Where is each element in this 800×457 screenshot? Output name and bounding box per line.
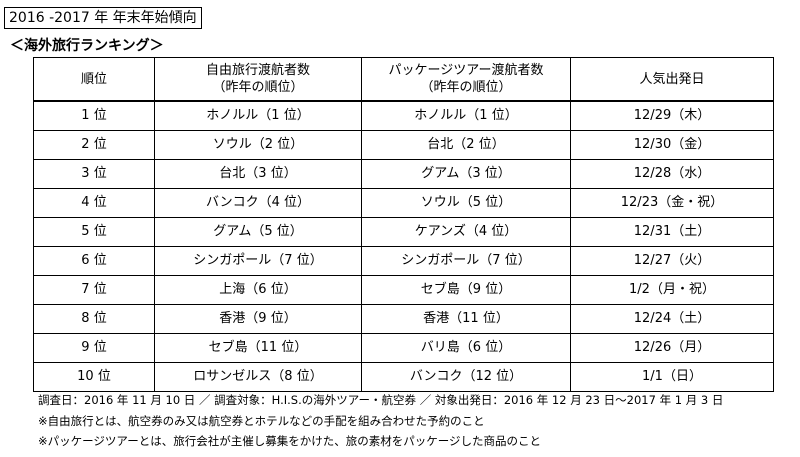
header-package-tour-line1: パッケージツアー渡航者数 xyxy=(388,63,544,78)
date-cell: 12/29（木） xyxy=(570,100,774,131)
header-free-travel-line1: 自由旅行渡航者数 xyxy=(205,63,310,78)
header-package-tour: パッケージツアー渡航者数 （昨年の順位） xyxy=(361,57,571,102)
free-travel-cell: シンガポール（7 位） xyxy=(154,246,362,276)
header-free-travel: 自由旅行渡航者数 （昨年の順位） xyxy=(154,57,362,102)
free-travel-cell: セブ島（11 位） xyxy=(154,333,362,363)
date-cell: 12/24（土） xyxy=(570,304,774,334)
rank-cell: 2 位 xyxy=(33,130,155,160)
date-cell: 1/1（日） xyxy=(570,362,774,392)
survey-info-note: 調査日：2016 年 11 月 10 日 ／ 調査対象：H.I.S.の海外ツアー… xyxy=(38,393,724,407)
document-title: 2016 -2017 年 年末年始傾向 xyxy=(4,7,202,29)
table-header-row: 順位 自由旅行渡航者数 （昨年の順位） パッケージツアー渡航者数 （昨年の順位）… xyxy=(33,57,774,102)
ranking-table: 順位 自由旅行渡航者数 （昨年の順位） パッケージツアー渡航者数 （昨年の順位）… xyxy=(33,57,774,392)
date-cell: 12/23（金・祝） xyxy=(570,188,774,218)
free-travel-cell: バンコク（4 位） xyxy=(154,188,362,218)
rank-cell: 1 位 xyxy=(33,100,155,131)
package-tour-cell: グアム（3 位） xyxy=(361,159,571,189)
rank-cell: 8 位 xyxy=(33,304,155,334)
date-cell: 12/31（土） xyxy=(570,217,774,247)
package-tour-cell: 台北（2 位） xyxy=(361,130,571,160)
table-row: 7 位 上海（6 位） セブ島（9 位） 1/2（月・祝） xyxy=(33,275,774,305)
rank-cell: 9 位 xyxy=(33,333,155,363)
rank-cell: 7 位 xyxy=(33,275,155,305)
date-cell: 12/30（金） xyxy=(570,130,774,160)
table-row: 8 位 香港（9 位） 香港（11 位） 12/24（土） xyxy=(33,304,774,334)
free-travel-cell: グアム（5 位） xyxy=(154,217,362,247)
rank-cell: 6 位 xyxy=(33,246,155,276)
package-tour-cell: ホノルル（1 位） xyxy=(361,100,571,131)
free-travel-definition-note: ※自由旅行とは、航空券のみ又は航空券とホテルなどの手配を組み合わせた予約のこと xyxy=(38,413,485,428)
rank-cell: 10 位 xyxy=(33,362,155,392)
package-tour-cell: バリ島（6 位） xyxy=(361,333,571,363)
date-cell: 12/26（月） xyxy=(570,333,774,363)
footnotes: 調査日：2016 年 11 月 10 日 ／ 調査対象：H.I.S.の海外ツアー… xyxy=(38,390,723,452)
section-subtitle: ＜海外旅行ランキング＞ xyxy=(10,38,164,54)
date-cell: 12/27（火） xyxy=(570,246,774,276)
table-row: 1 位 ホノルル（1 位） ホノルル（1 位） 12/29（木） xyxy=(33,100,774,131)
free-travel-cell: 台北（3 位） xyxy=(154,159,362,189)
free-travel-cell: 香港（9 位） xyxy=(154,304,362,334)
rank-cell: 3 位 xyxy=(33,159,155,189)
table-row: 2 位 ソウル（2 位） 台北（2 位） 12/30（金） xyxy=(33,130,774,160)
table-row: 6 位 シンガポール（7 位） シンガポール（7 位） 12/27（火） xyxy=(33,246,774,276)
table-row: 5 位 グアム（5 位） ケアンズ（4 位） 12/31（土） xyxy=(33,217,774,247)
free-travel-cell: 上海（6 位） xyxy=(154,275,362,305)
package-tour-cell: 香港（11 位） xyxy=(361,304,571,334)
rank-cell: 4 位 xyxy=(33,188,155,218)
package-tour-cell: シンガポール（7 位） xyxy=(361,246,571,276)
free-travel-cell: ロサンゼルス（8 位） xyxy=(154,362,362,392)
header-package-tour-line2: （昨年の順位） xyxy=(420,80,512,95)
table-row: 4 位 バンコク（4 位） ソウル（5 位） 12/23（金・祝） xyxy=(33,188,774,218)
date-cell: 12/28（水） xyxy=(570,159,774,189)
table-row: 3 位 台北（3 位） グアム（3 位） 12/28（水） xyxy=(33,159,774,189)
package-tour-cell: ケアンズ（4 位） xyxy=(361,217,571,247)
free-travel-cell: ソウル（2 位） xyxy=(154,130,362,160)
header-free-travel-line2: （昨年の順位） xyxy=(212,80,304,95)
header-popular-date: 人気出発日 xyxy=(570,57,774,102)
date-cell: 1/2（月・祝） xyxy=(570,275,774,305)
table-row: 10 位 ロサンゼルス（8 位） バンコク（12 位） 1/1（日） xyxy=(33,362,774,392)
package-tour-cell: セブ島（9 位） xyxy=(361,275,571,305)
table-row: 9 位 セブ島（11 位） バリ島（6 位） 12/26（月） xyxy=(33,333,774,363)
header-rank: 順位 xyxy=(33,57,155,102)
package-tour-definition-note: ※パッケージツアーとは、旅行会社が主催し募集をかけた、旅の素材をパッケージした商… xyxy=(38,434,541,448)
rank-cell: 5 位 xyxy=(33,217,155,247)
package-tour-cell: ソウル（5 位） xyxy=(361,188,571,218)
package-tour-cell: バンコク（12 位） xyxy=(361,362,571,392)
free-travel-cell: ホノルル（1 位） xyxy=(154,100,362,131)
